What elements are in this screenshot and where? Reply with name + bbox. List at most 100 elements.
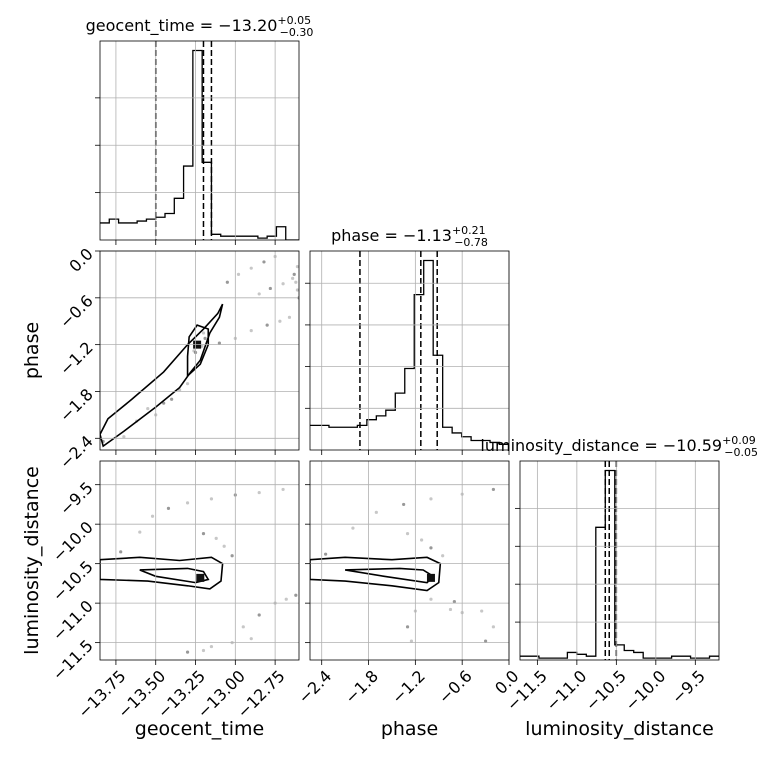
sample-point [185, 382, 190, 386]
x-tick-label: −1.8 [341, 666, 382, 707]
sample-point [374, 510, 378, 514]
panel-title-sub: −0.30 [280, 26, 314, 39]
y-tick-label: −0.6 [56, 291, 97, 332]
y-tick-label: 0.0 [65, 244, 96, 275]
sample-point [236, 272, 241, 277]
sample-point [281, 487, 285, 492]
sample-point [324, 552, 328, 556]
sample-point [170, 397, 174, 401]
panel-frame [519, 460, 720, 661]
sample-point [166, 506, 171, 510]
sample-point [217, 341, 221, 345]
y-tick-label: −11.0 [49, 596, 97, 644]
y-tick-label: −11.5 [49, 636, 97, 684]
y-axis-label-luminosity_distance: luminosity_distance [21, 466, 43, 655]
y-tick-label: −9.5 [56, 478, 97, 519]
y-tick-label: −1.2 [56, 338, 97, 379]
sample-point [192, 349, 196, 353]
sample-point [146, 407, 150, 411]
sample-point [405, 625, 410, 629]
sample-point [294, 593, 298, 597]
sample-point [287, 315, 292, 319]
x-axis-label-phase: phase [381, 718, 438, 740]
x-tick-label: −2.4 [294, 666, 335, 707]
sample-point [257, 292, 261, 296]
sample-point [351, 526, 355, 530]
y-axis-label-phase: phase [21, 322, 43, 379]
panel-title-sub: −0.78 [454, 236, 488, 249]
sample-point [292, 272, 296, 277]
x-tick-label: −0.6 [435, 666, 476, 707]
contour-outer [310, 556, 442, 592]
x-tick-label: −11.0 [542, 666, 590, 714]
sample-point [241, 625, 245, 629]
panel-frame [309, 460, 510, 661]
sample-point [150, 514, 155, 518]
y-tick-label: −10.0 [49, 518, 97, 566]
panel-title-main: phase = −1.13 [331, 226, 452, 245]
sample-point [201, 532, 206, 536]
sample-point [209, 497, 214, 501]
contour-outer [100, 556, 224, 590]
sample-point [138, 530, 142, 534]
y-tick-label: −10.5 [49, 557, 97, 605]
sample-point [185, 650, 190, 654]
histogram-panel-phase [310, 251, 509, 450]
sample-point [257, 490, 261, 495]
density-panel-phase-vs-geocent_time [100, 254, 299, 448]
sample-point [203, 336, 207, 341]
panel-title-main: luminosity_distance = −10.59 [480, 436, 722, 456]
panel-frame [99, 460, 300, 661]
sample-point [265, 323, 269, 327]
sample-point [409, 639, 414, 643]
sample-point [429, 597, 433, 601]
x-axis-label-luminosity_distance: luminosity_distance [525, 718, 714, 740]
contour-outer [100, 303, 224, 448]
x-axis-label-geocent_time: geocent_time [135, 718, 264, 740]
sample-point [185, 501, 190, 505]
sample-point [294, 280, 298, 284]
x-tick-label: −9.5 [668, 666, 709, 707]
panel-frame [99, 40, 300, 241]
histogram-steps [520, 469, 719, 659]
density-peak [426, 573, 435, 582]
panel-title: luminosity_distance = −10.59+0.09 −0.05 [480, 434, 758, 459]
histogram-panel-geocent_time [100, 41, 299, 240]
x-tick-label: −1.2 [388, 666, 429, 707]
sample-point [201, 331, 206, 335]
y-tick-label: −2.4 [56, 432, 97, 473]
sample-point [278, 319, 282, 323]
contour-inner [344, 567, 435, 584]
sample-point [214, 536, 218, 540]
panel-title: geocent_time = −13.20+0.05 −0.30 [86, 14, 314, 39]
panel-title-sup: +0.21 [452, 224, 486, 237]
sample-point [201, 648, 206, 653]
sample-point [268, 286, 272, 291]
x-tick-label: −10.0 [621, 666, 669, 714]
sample-point [402, 502, 406, 507]
sample-point [257, 613, 261, 617]
sample-point [262, 260, 266, 264]
sample-point [249, 329, 253, 333]
sample-point [483, 639, 488, 643]
sample-point [119, 550, 123, 554]
sample-point [249, 266, 253, 270]
panel-title-sub: −0.05 [724, 446, 758, 459]
histogram-panel-luminosity_distance [520, 461, 719, 660]
panel-title-main: geocent_time = −13.20 [86, 16, 278, 36]
sample-point [291, 276, 295, 280]
density-peak [196, 573, 205, 582]
sample-point [249, 637, 253, 641]
sample-point [480, 609, 484, 613]
panel-frame [99, 250, 300, 451]
sample-point [222, 544, 226, 548]
sample-point [295, 288, 299, 292]
sample-point [419, 538, 424, 542]
sample-point [441, 554, 445, 558]
x-tick-label: −10.5 [582, 666, 630, 714]
panel-title: phase = −1.13+0.21 −0.78 [331, 224, 488, 249]
sample-point [452, 599, 456, 604]
y-tick-label: −1.8 [56, 385, 97, 426]
sample-point [491, 487, 495, 492]
